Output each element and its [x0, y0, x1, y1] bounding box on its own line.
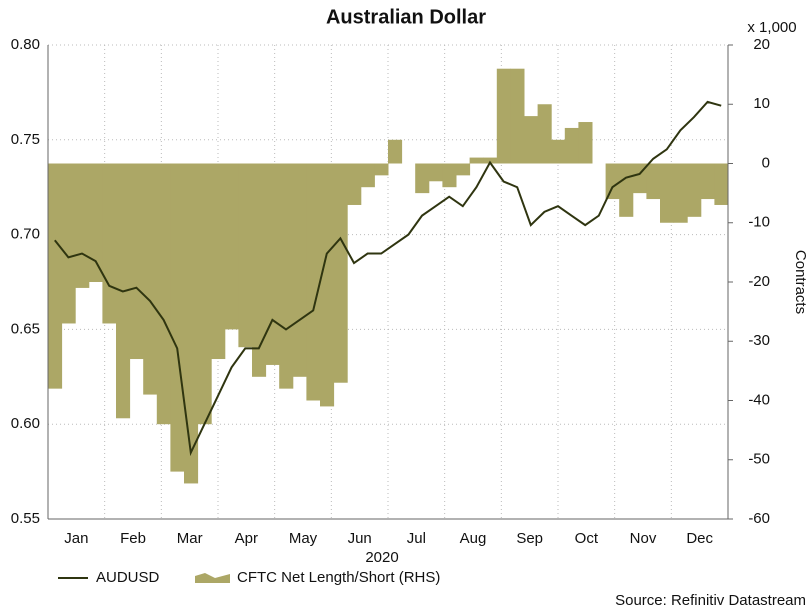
area-step	[102, 163, 117, 324]
area-step	[374, 163, 389, 176]
area-step	[537, 104, 552, 164]
y2-tick-label: 20	[753, 36, 770, 53]
area-step	[347, 163, 362, 205]
area-step	[483, 157, 498, 164]
y2-unit: x 1,000	[747, 19, 796, 36]
area-step	[143, 163, 158, 395]
x-tick-label: Apr	[235, 530, 258, 547]
area-step	[320, 163, 335, 407]
area-step	[252, 163, 267, 377]
line	[54, 100, 722, 457]
y2-tick-label: -30	[748, 332, 770, 349]
area-step	[619, 163, 634, 217]
y2-tick-label: 10	[753, 95, 770, 112]
y-tick-label: 0.75	[11, 131, 40, 148]
area-step	[279, 163, 294, 389]
x-tick-label: Jul	[407, 530, 426, 547]
area-step	[646, 163, 661, 200]
x-tick-label: Aug	[460, 530, 487, 547]
x-tick-label: May	[289, 530, 318, 547]
y2-tick-label: -40	[748, 391, 770, 408]
area-step	[61, 163, 76, 324]
x-tick-label: Jan	[64, 530, 88, 547]
x-tick-label: Nov	[630, 530, 657, 547]
source: Source: Refinitiv Datastream	[615, 592, 806, 609]
legend-label: AUDUSD	[96, 569, 160, 586]
area-step	[605, 163, 620, 200]
area-step	[442, 163, 457, 188]
y-tick-label: 0.70	[11, 226, 40, 243]
y2-axis-label: Contracts	[792, 250, 809, 314]
area-step	[224, 163, 239, 330]
area-step	[388, 139, 403, 164]
x-tick-label: Jun	[348, 530, 372, 547]
y-tick-label: 0.80	[11, 36, 40, 53]
x-tick-label: Dec	[686, 530, 713, 547]
area-step	[88, 163, 103, 282]
area-step	[292, 163, 307, 377]
area-step	[211, 163, 226, 360]
x-tick-label: Sep	[516, 530, 543, 547]
area-step	[75, 163, 90, 288]
area-step	[48, 163, 63, 389]
area-step	[551, 139, 566, 164]
area-step	[469, 157, 484, 164]
area-step	[265, 163, 280, 365]
area-step	[129, 163, 144, 360]
y2-tick-label: -10	[748, 214, 770, 231]
y2-tick-label: -50	[748, 451, 770, 468]
y-tick-label: 0.65	[11, 320, 40, 337]
legend-label: CFTC Net Length/Short (RHS)	[237, 569, 440, 586]
x-axis-label: 2020	[365, 549, 398, 566]
area-step	[456, 163, 471, 176]
area-step	[578, 122, 593, 164]
area-step	[564, 127, 579, 164]
area-step	[156, 163, 171, 425]
x-tick-label: Feb	[120, 530, 146, 547]
x-tick-label: Mar	[177, 530, 203, 547]
area-step	[496, 68, 511, 164]
area-step	[238, 163, 253, 348]
y-tick-label: 0.55	[11, 510, 40, 527]
area-step	[333, 163, 348, 383]
area-step	[428, 163, 443, 182]
x-tick-label: Oct	[575, 530, 599, 547]
area-step	[360, 163, 375, 188]
area-step	[714, 163, 729, 205]
y2-tick-label: -20	[748, 273, 770, 290]
area-step	[197, 163, 212, 425]
area-step	[415, 163, 430, 194]
area-step	[170, 163, 185, 472]
y2-tick-label: -60	[748, 510, 770, 527]
y-tick-label: 0.60	[11, 415, 40, 432]
legend-swatch	[195, 573, 230, 583]
y2-tick-label: 0	[762, 154, 770, 171]
area-step	[660, 163, 675, 223]
chart-title: Australian Dollar	[326, 6, 486, 28]
area-step	[673, 163, 688, 223]
area-step	[687, 163, 702, 217]
area-step	[306, 163, 321, 401]
area-step	[700, 163, 715, 200]
area-step	[524, 116, 539, 164]
area-step	[184, 163, 199, 484]
area-step	[510, 68, 525, 164]
